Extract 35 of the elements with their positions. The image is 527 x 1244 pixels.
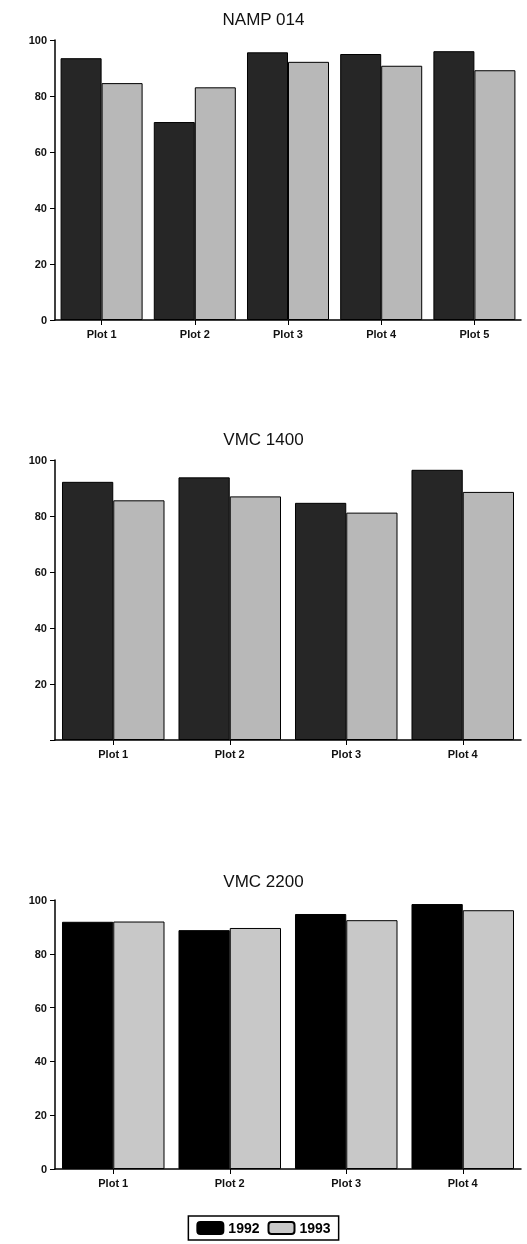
x-tick-label: Plot 3 xyxy=(331,1176,362,1189)
x-tick-label: Plot 2 xyxy=(214,1176,245,1189)
y-tick-label: 0 xyxy=(40,1163,47,1175)
y-tick-label: 80 xyxy=(34,90,47,102)
x-tick-label: Plot 3 xyxy=(273,327,303,340)
x-tick-label: Plot 5 xyxy=(459,327,490,340)
x-tick-label: Plot 4 xyxy=(447,747,479,760)
x-tick-label: Plot 1 xyxy=(98,747,129,760)
y-tick-label: 100 xyxy=(28,454,47,466)
chart-title: VMC 2200 xyxy=(223,872,304,891)
y-tick-label: 0 xyxy=(40,314,47,326)
chart-title: NAMP 014 xyxy=(222,10,305,29)
y-tick-label: 60 xyxy=(34,1001,47,1014)
legend-label: 1992 xyxy=(228,1220,260,1236)
y-tick-label: 40 xyxy=(34,202,47,214)
x-tick-label: Plot 2 xyxy=(214,747,245,760)
y-tick-label: 100 xyxy=(28,34,47,46)
x-tick-label: Plot 1 xyxy=(86,327,117,340)
y-tick-label: 20 xyxy=(34,258,47,270)
y-tick-label: 80 xyxy=(34,510,47,522)
y-tick-label: 60 xyxy=(34,566,47,578)
x-tick-label: Plot 1 xyxy=(98,1176,129,1189)
y-tick-label: 40 xyxy=(34,622,47,634)
x-tick-label: Plot 2 xyxy=(179,327,210,340)
chart-title: VMC 1400 xyxy=(223,430,304,449)
y-tick-label: 80 xyxy=(34,947,47,960)
x-tick-label: Plot 4 xyxy=(447,1176,479,1189)
y-tick-label: 20 xyxy=(34,1109,47,1122)
legend-label: 1993 xyxy=(299,1220,331,1236)
y-tick-label: 60 xyxy=(34,146,47,158)
y-tick-label: 40 xyxy=(34,1055,47,1068)
y-tick-label: 20 xyxy=(34,678,47,690)
x-tick-label: Plot 3 xyxy=(331,747,362,760)
x-tick-label: Plot 4 xyxy=(366,327,398,340)
y-tick-label: 100 xyxy=(28,894,47,906)
